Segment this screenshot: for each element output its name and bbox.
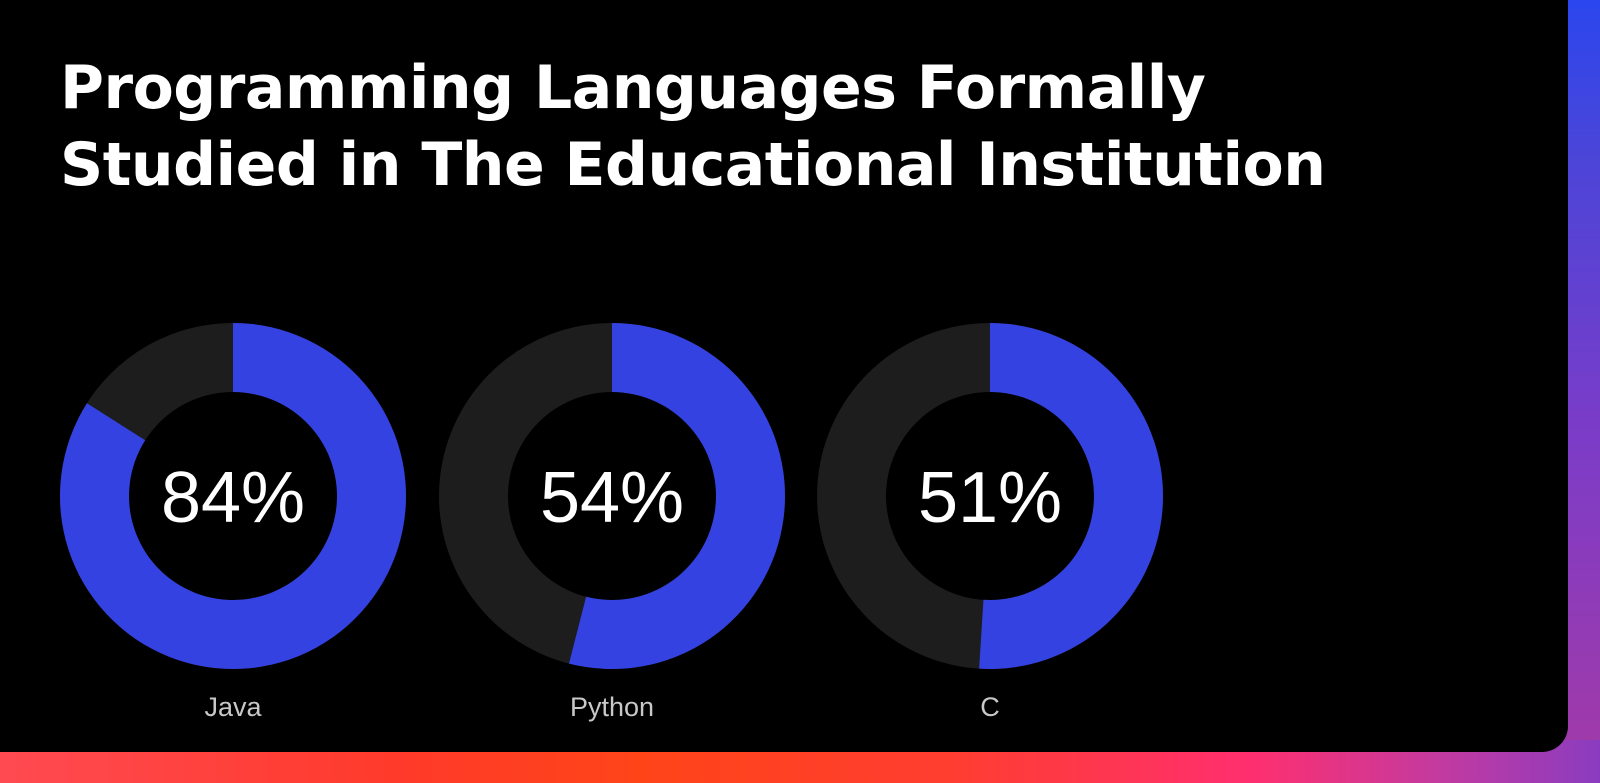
donut-category-label: Python: [570, 692, 654, 722]
donut-python: 54% Python: [439, 323, 786, 722]
donut-value-label: 84%: [161, 458, 305, 538]
donut-c: 51% C: [817, 323, 1164, 722]
donut-value-arc: [568, 323, 786, 669]
donut-value-arc: [979, 323, 1164, 669]
chart-title: Programming Languages Formally Studied i…: [60, 53, 1326, 200]
donut-value-label: 51%: [918, 458, 1062, 538]
donut-category-label: Java: [204, 692, 262, 722]
donut-category-label: C: [980, 692, 1000, 722]
donut-value-label: 54%: [540, 458, 684, 538]
donut-value-arc: [59, 323, 406, 669]
donut-java: 84% Java: [59, 323, 406, 722]
